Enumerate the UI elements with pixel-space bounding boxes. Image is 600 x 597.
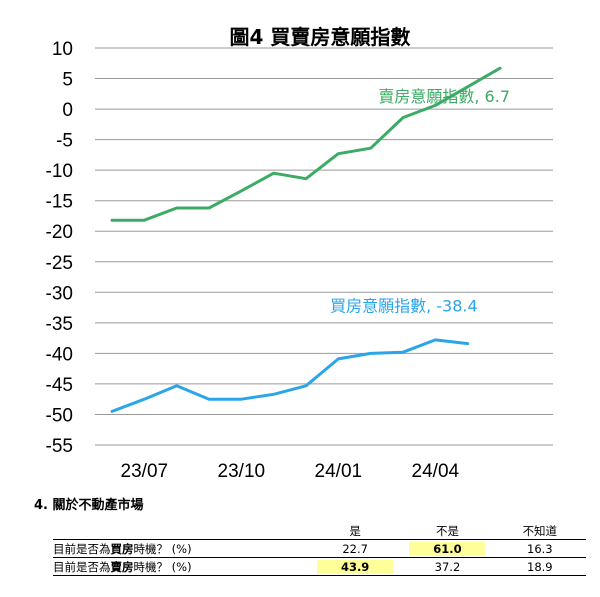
survey-value-yes: 43.9: [308, 557, 402, 576]
survey-value-unknown: 16.3: [493, 539, 586, 558]
y-tick-label: -40: [46, 344, 73, 365]
question-prefix: 目前是否為: [53, 559, 111, 574]
value-text: 18.9: [527, 559, 553, 574]
survey-header-unknown: 不知道: [493, 523, 586, 540]
survey-header-row: 是 不是 不知道: [53, 523, 586, 540]
value-text-highlighted: 43.9: [317, 559, 394, 574]
series-annotation-1: 賣房意願指數, 6.7: [378, 87, 510, 106]
survey-value-yes: 22.7: [308, 539, 402, 558]
survey-header-no: 不是: [401, 523, 494, 540]
y-tick-label: -50: [46, 405, 73, 426]
question-keyword: 賣房: [110, 559, 134, 574]
question-suffix: 時機？ (%): [133, 559, 192, 574]
y-tick-label: -55: [46, 436, 73, 457]
series-line-2: [110, 338, 470, 413]
y-tick-label: -15: [46, 192, 73, 213]
survey-header-yes: 是: [308, 523, 402, 540]
y-tick-label: -30: [46, 283, 73, 304]
question-prefix: 目前是否為: [53, 541, 111, 556]
survey-value-no: 61.0: [401, 539, 494, 558]
survey-question: 目前是否為賣房時機？ (%): [53, 557, 309, 576]
survey-question: 目前是否為買房時機？ (%): [53, 539, 309, 558]
y-tick-label: 10: [52, 39, 73, 60]
value-text: 16.3: [527, 541, 553, 556]
line-chart: 圖4 買賣房意願指數 10 5 0 -5 -10 -15 -20 -25 -30 -35 -40 -4…: [46, 25, 553, 482]
y-tick-label: -5: [56, 131, 73, 152]
y-tick-label: -45: [46, 375, 73, 396]
question-suffix: 時機？ (%): [133, 541, 192, 556]
x-tick-label: 24/01: [315, 461, 363, 482]
survey-table: 是 不是 不知道 目前是否為買房時機？ (%) 22.7 61.0 16.3 目…: [53, 523, 586, 576]
x-tick-label: 24/04: [412, 461, 460, 482]
series-line-1: [110, 66, 502, 222]
survey-value-unknown: 18.9: [493, 557, 586, 576]
section-title: 4. 關於不動產市場: [34, 498, 144, 513]
survey-row-sell: 目前是否為賣房時機？ (%) 43.9 37.2 18.9: [53, 557, 586, 576]
survey-row-buy: 目前是否為買房時機？ (%) 22.7 61.0 16.3: [53, 539, 586, 558]
x-tick-label: 23/10: [218, 461, 266, 482]
x-tick-label: 23/07: [121, 461, 169, 482]
value-text: 22.7: [342, 541, 368, 556]
chart-title: 圖4 買賣房意願指數: [230, 25, 411, 49]
value-text-highlighted: 61.0: [409, 541, 486, 556]
survey-header-blank: [53, 523, 309, 540]
series-annotation-2: 買房意願指數, -38.4: [330, 297, 478, 316]
y-tick-label: -35: [46, 314, 73, 335]
y-tick-label: -20: [46, 222, 73, 243]
value-text: 37.2: [434, 559, 461, 574]
question-keyword: 買房: [110, 541, 134, 556]
y-tick-label: 5: [62, 70, 73, 91]
y-tick-label: 0: [62, 100, 73, 121]
y-tick-label: -25: [46, 253, 73, 274]
y-tick-label: -10: [46, 161, 73, 182]
survey-value-no: 37.2: [401, 557, 494, 576]
